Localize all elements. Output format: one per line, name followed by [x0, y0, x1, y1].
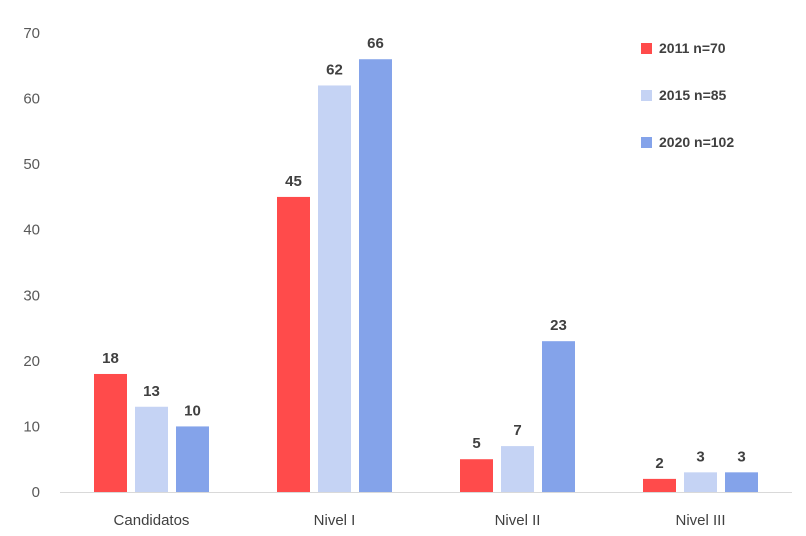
x-tick-label: Nivel I	[314, 512, 356, 529]
data-label: 62	[326, 61, 343, 78]
y-tick-label: 30	[23, 287, 40, 304]
bar	[684, 472, 717, 492]
data-label: 7	[513, 422, 521, 439]
data-label: 45	[285, 173, 302, 190]
y-tick-label: 50	[23, 156, 40, 173]
bar	[725, 472, 758, 492]
y-tick-label: 70	[23, 25, 40, 42]
x-tick-label: Candidatos	[114, 512, 190, 529]
bar	[318, 85, 351, 492]
data-label: 3	[696, 448, 704, 465]
y-tick-label: 0	[32, 484, 40, 501]
bar	[643, 478, 676, 492]
legend-label: 2011 n=70	[659, 40, 726, 56]
y-tick-label: 40	[23, 222, 40, 239]
y-tick-label: 10	[23, 418, 40, 435]
data-label: 10	[184, 402, 201, 419]
bar	[460, 459, 493, 492]
y-tick-label: 20	[23, 353, 40, 370]
legend: 2011 n=70 2015 n=85 2020 n=102	[641, 40, 734, 150]
bar	[135, 406, 168, 492]
bar	[501, 446, 534, 492]
bar	[359, 59, 392, 492]
x-axis: Candidatos Nivel I Nivel II Nivel III	[60, 492, 792, 529]
data-label: 3	[737, 448, 745, 465]
legend-label: 2015 n=85	[659, 87, 727, 103]
x-tick-label: Nivel III	[675, 512, 725, 529]
data-label: 2	[655, 455, 663, 472]
y-tick-label: 60	[23, 91, 40, 108]
data-label: 66	[367, 35, 384, 52]
bars	[94, 59, 758, 492]
legend-label: 2020 n=102	[659, 134, 734, 150]
bar	[176, 426, 209, 492]
bar	[277, 196, 310, 492]
legend-swatch	[641, 137, 652, 148]
legend-swatch	[641, 43, 652, 54]
x-tick-label: Nivel II	[495, 512, 541, 529]
bar	[542, 341, 575, 492]
data-label: 5	[472, 435, 480, 452]
y-axis: 0 10 20 30 40 50 60 70	[23, 25, 40, 501]
data-label: 18	[102, 350, 119, 367]
legend-swatch	[641, 90, 652, 101]
bar	[94, 373, 127, 492]
data-label: 13	[143, 383, 160, 400]
data-label: 23	[550, 317, 567, 334]
